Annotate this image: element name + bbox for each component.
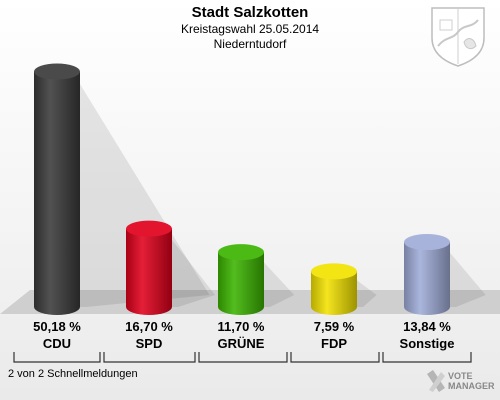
bar-top-fdp xyxy=(311,263,357,280)
category-brackets xyxy=(13,352,472,363)
bar-top-sonstige xyxy=(404,234,450,251)
category-label-gr-ne: GRÜNE xyxy=(218,336,265,351)
category-bracket xyxy=(198,352,288,363)
bar-top-spd xyxy=(126,220,172,237)
value-label-sonstige: 13,84 % xyxy=(403,319,451,334)
bar-gr-ne xyxy=(218,252,264,315)
value-label-cdu: 50,18 % xyxy=(33,319,81,334)
category-bracket xyxy=(290,352,380,363)
chart-bars xyxy=(34,63,486,315)
votemanager-logo-text: VOTE MANAGER xyxy=(448,371,495,391)
chart-subtitle: Kreistagswahl 25.05.2014 xyxy=(180,22,320,36)
chart-title: Stadt Salzkotten xyxy=(191,4,309,21)
bar-top-gr-ne xyxy=(218,244,264,261)
chart-district: Niederntudorf xyxy=(213,37,287,51)
bar-spd xyxy=(126,228,172,315)
bar-shadow xyxy=(260,258,295,307)
chart-labels: 50,18 % CDU 16,70 % SPD 11,70 % GRÜNE 7,59 % FD… xyxy=(33,319,454,351)
bar-top-cdu xyxy=(34,63,80,80)
value-label-gr-ne: 11,70 % xyxy=(218,319,265,334)
category-bracket xyxy=(103,352,196,363)
votemanager-logo-icon xyxy=(427,370,445,392)
bar-shadow xyxy=(76,77,210,307)
category-label-spd: SPD xyxy=(136,336,163,351)
bar-cdu xyxy=(34,71,80,315)
bar-shadow xyxy=(353,277,377,307)
category-label-fdp: FDP xyxy=(321,336,347,351)
value-label-fdp: 7,59 % xyxy=(314,319,355,334)
bar-fdp xyxy=(311,271,357,315)
bar-shadow xyxy=(446,248,486,307)
chart-header: Stadt Salzkotten Kreistagswahl 25.05.201… xyxy=(0,4,500,52)
bar-shadow xyxy=(168,234,216,307)
category-label-cdu: CDU xyxy=(43,336,71,351)
category-label-sonstige: Sonstige xyxy=(400,336,455,351)
category-bracket xyxy=(382,352,472,363)
category-bracket xyxy=(13,352,101,363)
value-label-spd: 16,70 % xyxy=(125,319,173,334)
coat-of-arms-icon xyxy=(431,7,485,67)
bar-sonstige xyxy=(404,242,450,315)
report-status: 2 von 2 Schnellmeldungen xyxy=(8,368,138,380)
